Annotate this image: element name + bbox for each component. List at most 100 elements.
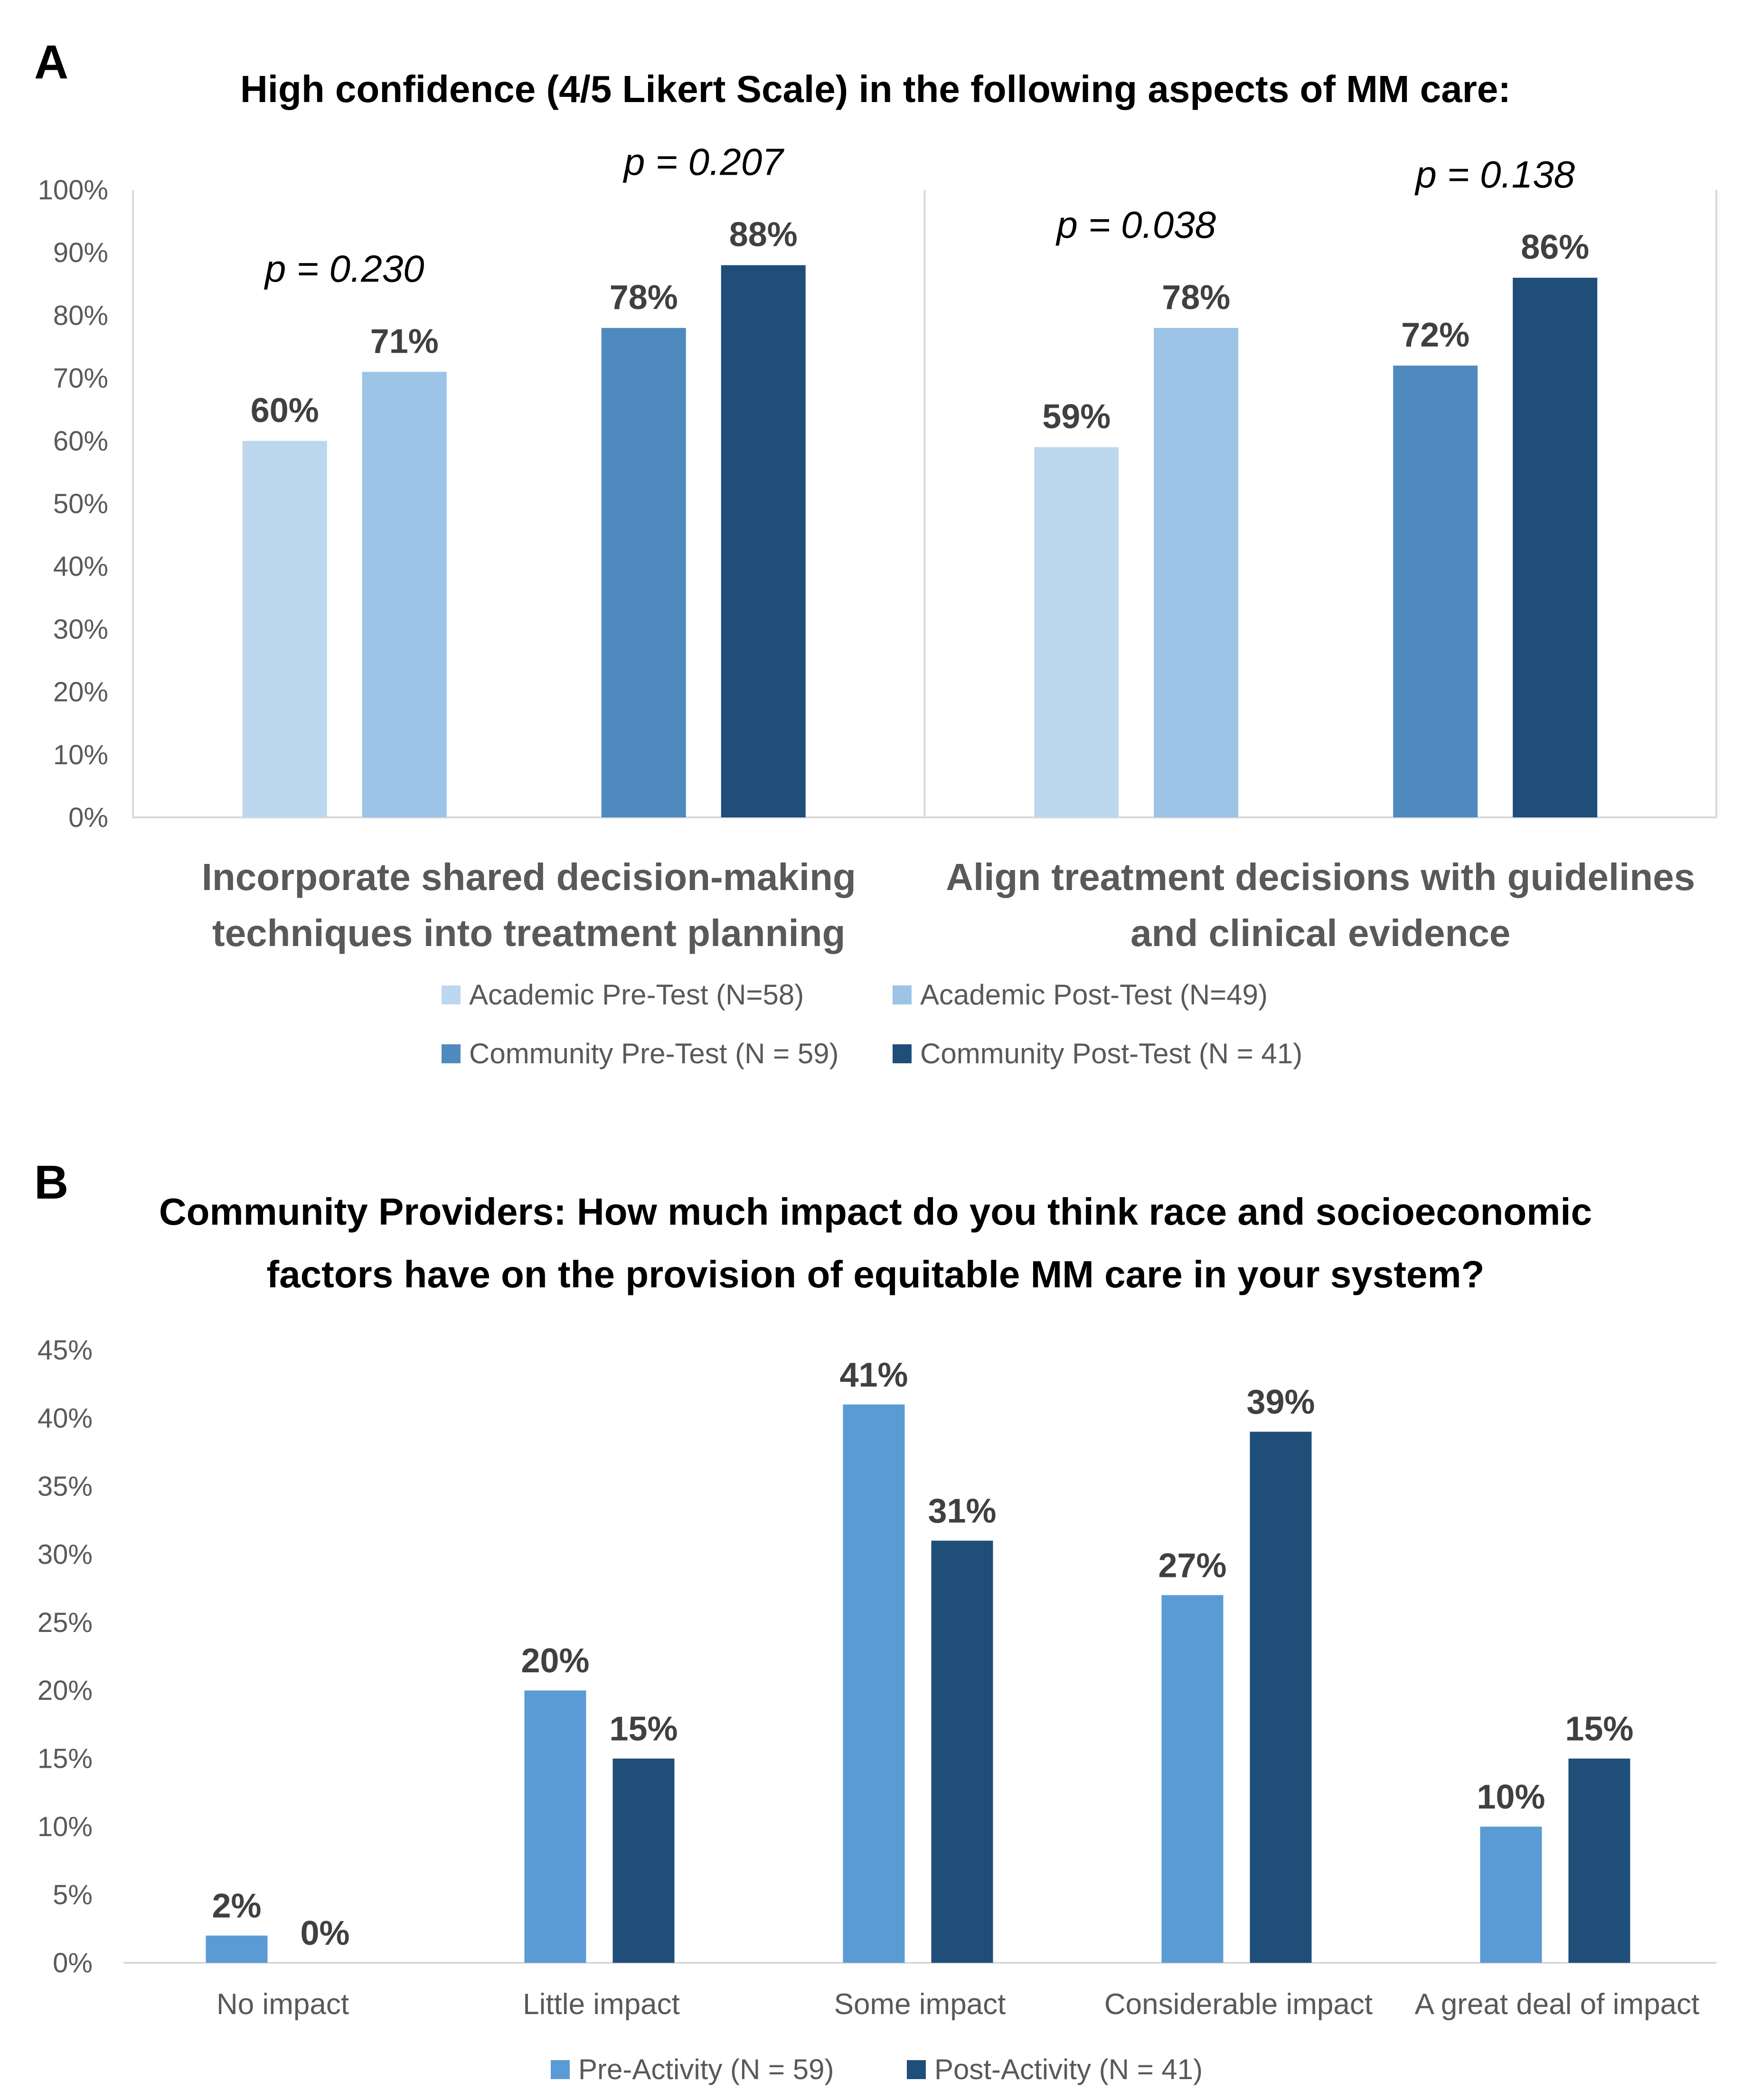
panel-b-bar-label: 20% xyxy=(521,1642,589,1680)
panel-b-bar-label: 15% xyxy=(1565,1710,1633,1748)
panel-b-bar-label: 39% xyxy=(1246,1383,1315,1421)
panel-a-letter: A xyxy=(34,36,68,89)
panel-b-bar xyxy=(524,1690,586,1963)
panel-a-y-tick-label: 100% xyxy=(38,175,108,206)
panel-a-legend-label: Academic Post-Test (N=49) xyxy=(920,979,1268,1011)
panel-a-category-label: techniques into treatment planning xyxy=(212,912,845,954)
panel-a-y-tick-label: 80% xyxy=(53,300,108,331)
panel-a-bar xyxy=(1513,278,1598,817)
panel-a-category-label: Incorporate shared decision-making xyxy=(202,856,856,898)
panel-a-legend-swatch xyxy=(442,985,461,1004)
panel-a-p-value: p = 0.038 xyxy=(1055,204,1216,246)
panel-a-y-tick-label: 60% xyxy=(53,426,108,457)
panel-a-bar-label: 78% xyxy=(1162,279,1230,317)
panel-a-bar xyxy=(242,441,327,817)
panel-a-bars xyxy=(242,265,1598,817)
panel-b-y-tick-label: 15% xyxy=(38,1744,93,1774)
panel-b-y-tick-label: 0% xyxy=(53,1948,93,1978)
panel-b-bar xyxy=(1480,1827,1542,1963)
panel-a-y-tick-label: 20% xyxy=(53,677,108,708)
panel-b-bar-label: 2% xyxy=(212,1887,261,1925)
panel-b-legend-label: Pre-Activity (N = 59) xyxy=(578,2053,834,2085)
panel-b-bar-label: 31% xyxy=(928,1492,996,1530)
panel-b-title-line-1: Community Providers: How much impact do … xyxy=(159,1191,1592,1233)
panel-b-category-label: No impact xyxy=(217,1988,349,2021)
panel-a-category-label: and clinical evidence xyxy=(1130,912,1510,954)
panel-a-y-tick-label: 70% xyxy=(53,363,108,394)
panel-b-bar xyxy=(1250,1432,1312,1963)
panel-b-category-label: A great deal of impact xyxy=(1415,1988,1700,2021)
panel-b-bar xyxy=(931,1540,993,1963)
panel-b-bar xyxy=(612,1758,675,1963)
panel-b-bar xyxy=(1161,1595,1224,1963)
panel-a-bar xyxy=(721,265,806,817)
panel-a-y-tick-label: 90% xyxy=(53,237,108,268)
panel-a-y-tick-label: 50% xyxy=(53,488,108,519)
panel-a-bar xyxy=(1034,447,1119,817)
panel-b-category-labels: No impact Little impact Some impact Conside… xyxy=(217,1988,1699,2021)
panel-a-bar-label: 88% xyxy=(729,216,798,254)
panel-b-y-tick-label: 40% xyxy=(38,1403,93,1434)
panel-a-title: High confidence (4/5 Likert Scale) in th… xyxy=(240,68,1511,110)
panel-b-y-tick-label: 20% xyxy=(38,1675,93,1706)
panel-a-bar-label: 71% xyxy=(370,322,439,360)
panel-a-legend-swatch xyxy=(893,1044,912,1063)
panel-a: A High confidence (4/5 Likert Scale) in … xyxy=(34,36,1717,1069)
panel-b-title-line-2: factors have on the provision of equitab… xyxy=(267,1253,1485,1295)
panel-b-y-tick-label: 10% xyxy=(38,1811,93,1842)
panel-a-bar-label: 59% xyxy=(1042,398,1111,436)
panel-a-y-tick-label: 40% xyxy=(53,551,108,582)
panel-a-data-labels: 60% 71% 78% 88% 59% 78% 72% 86% xyxy=(251,216,1590,436)
panel-a-axes: 0% 10% 20% 30% 40% 50% 60% 70% 80% 90% 100% xyxy=(38,175,1717,833)
panel-b-category-label: Considerable impact xyxy=(1104,1988,1373,2021)
panel-a-bar-label: 86% xyxy=(1521,228,1589,266)
panel-a-legend-label: Academic Pre-Test (N=58) xyxy=(469,979,804,1011)
panel-b-bar-label: 27% xyxy=(1158,1547,1226,1584)
panel-b-bars xyxy=(206,1404,1630,1963)
panel-a-p-value: p = 0.207 xyxy=(623,141,784,183)
panel-b-bar xyxy=(206,1935,268,1963)
panel-a-legend-swatch xyxy=(442,1044,461,1063)
panel-a-category-labels: Incorporate shared decision-making techni… xyxy=(202,856,1695,954)
panel-b-bar-label: 10% xyxy=(1477,1778,1545,1816)
panel-a-y-tick-label: 0% xyxy=(68,802,108,833)
panel-a-legend: Academic Pre-Test (N=58) Academic Post-Te… xyxy=(442,979,1302,1069)
panel-b-bar-label: 0% xyxy=(300,1914,349,1952)
panel-b-y-tick-label: 5% xyxy=(53,1880,93,1911)
panel-a-legend-label: Community Post-Test (N = 41) xyxy=(920,1038,1302,1069)
panel-a-p-value: p = 0.138 xyxy=(1414,153,1575,196)
panel-b-bar-label: 15% xyxy=(609,1710,678,1748)
panel-a-bar-label: 72% xyxy=(1401,316,1469,354)
panel-b-axes: 0% 5% 10% 15% 20% 25% 30% 35% 40% 45% xyxy=(38,1335,1716,1978)
panel-a-bar xyxy=(601,328,686,817)
panel-a-p-values: p = 0.230 p = 0.207 p = 0.038 p = 0.138 xyxy=(264,141,1575,290)
panel-a-legend-label: Community Pre-Test (N = 59) xyxy=(469,1038,839,1069)
panel-b-legend-swatch xyxy=(907,2060,926,2079)
panel-b-legend-label: Post-Activity (N = 41) xyxy=(934,2053,1203,2085)
panel-b-y-tick-label: 45% xyxy=(38,1335,93,1366)
panel-b-category-label: Little impact xyxy=(523,1988,680,2021)
panel-a-y-tick-label: 30% xyxy=(53,614,108,645)
panel-b: B Community Providers: How much impact d… xyxy=(34,1156,1716,2085)
panel-b-bar xyxy=(843,1404,905,1963)
panel-b-bar-label: 41% xyxy=(839,1356,908,1394)
panel-b-legend: Pre-Activity (N = 59) Post-Activity (N = … xyxy=(551,2053,1203,2085)
panel-a-p-value: p = 0.230 xyxy=(264,247,424,290)
panel-a-bar xyxy=(362,372,447,817)
panel-a-bar xyxy=(1393,366,1478,817)
panel-b-y-tick-label: 25% xyxy=(38,1607,93,1638)
panel-b-data-labels: 2% 0% 20% 15% 41% 31% 27% 39% 10% 15% xyxy=(212,1356,1633,1952)
panel-a-bar xyxy=(1154,328,1239,817)
panel-a-bar-label: 78% xyxy=(610,279,678,317)
panel-b-bar xyxy=(1568,1758,1630,1963)
panel-a-legend-swatch xyxy=(893,985,912,1004)
panel-a-bar-label: 60% xyxy=(251,392,319,430)
panel-b-category-label: Some impact xyxy=(834,1988,1006,2021)
panel-b-letter: B xyxy=(34,1156,68,1209)
panel-a-y-tick-label: 10% xyxy=(53,740,108,770)
panel-a-category-label: Align treatment decisions with guideline… xyxy=(946,856,1695,898)
panel-b-y-tick-label: 35% xyxy=(38,1471,93,1502)
panel-b-y-tick-label: 30% xyxy=(38,1539,93,1570)
